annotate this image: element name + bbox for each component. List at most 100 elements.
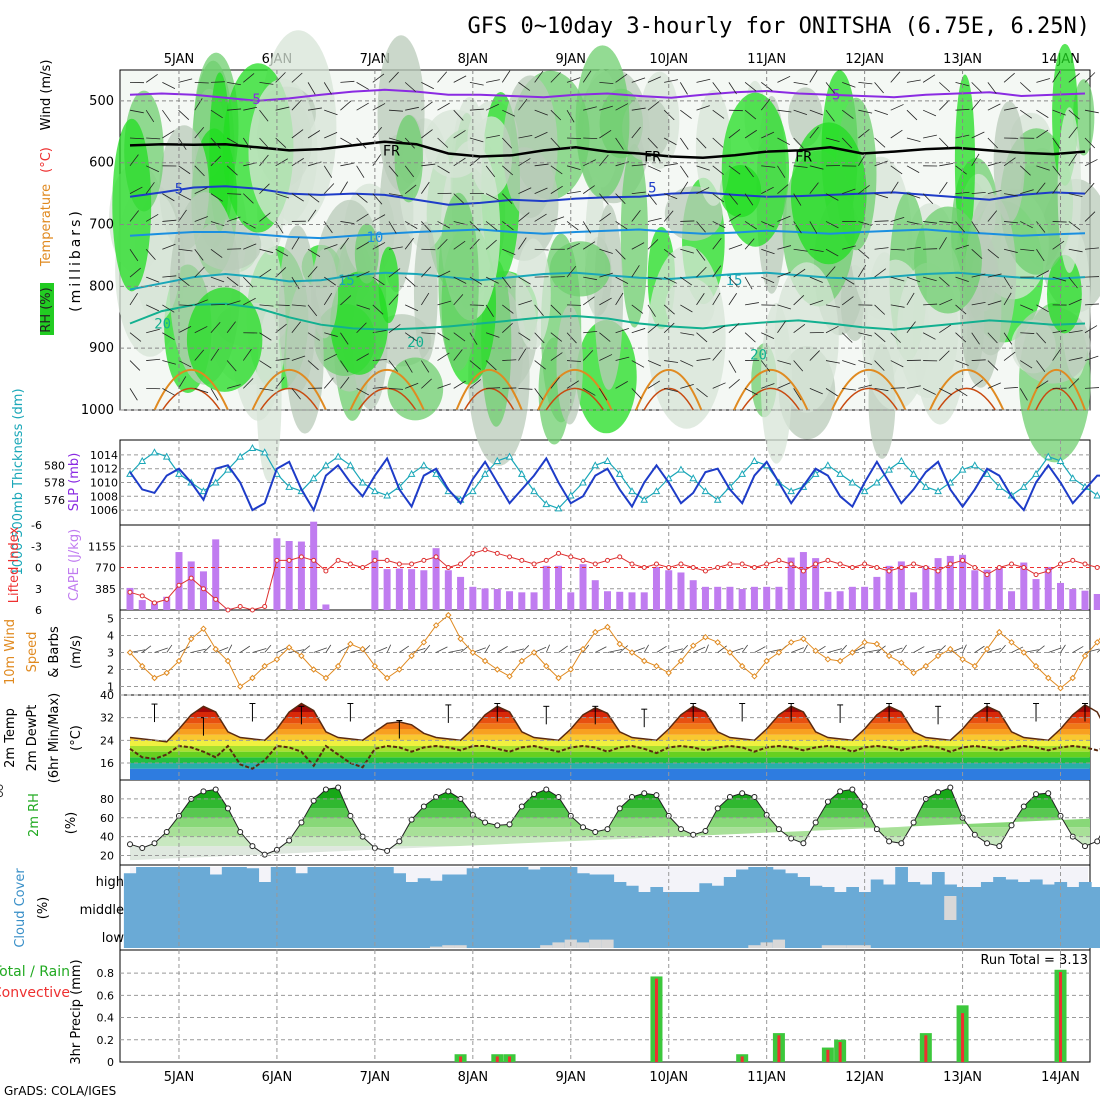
- rh-point: [677, 826, 684, 833]
- wind-barb: [1052, 181, 1061, 194]
- temp-band: [130, 740, 1090, 746]
- surface-wind-barb: [839, 644, 847, 653]
- contour-label: 20: [154, 316, 171, 332]
- wind-barb: [777, 360, 792, 365]
- cloud-axis-label: Cloud Cover: [13, 868, 28, 948]
- temp-tick: 24: [100, 734, 114, 747]
- hot-contour: [545, 387, 605, 411]
- cloud-cell: [907, 920, 921, 948]
- wind-tick: 5: [107, 613, 114, 626]
- wind-barb: [259, 212, 271, 222]
- thickness-point: [224, 465, 232, 473]
- cape-tick: 385: [95, 583, 116, 596]
- wind-speed-point: [555, 674, 562, 682]
- cape-bar: [848, 586, 856, 610]
- cloud-cell: [368, 892, 382, 920]
- wind-barb: [210, 388, 219, 401]
- wind-barb: [550, 72, 561, 83]
- cloud-cell: [662, 892, 676, 920]
- wind-barb: [777, 215, 791, 222]
- wind-barb: [566, 165, 581, 170]
- rh-point: [0, 791, 3, 798]
- wind-barb: [809, 70, 818, 83]
- cloud-cell: [723, 920, 737, 948]
- rh-patch: [394, 114, 423, 203]
- rh-point: [384, 847, 391, 854]
- wind-barb: [922, 193, 934, 205]
- cloud-cell: [1029, 920, 1043, 948]
- cape-bar: [138, 600, 146, 610]
- thickness-point: [150, 448, 159, 456]
- cloud-cell: [527, 920, 541, 948]
- cape-bar: [922, 565, 930, 610]
- cloud-cell: [895, 920, 908, 948]
- wind-barb: [874, 360, 885, 371]
- slp-tick: 1008: [90, 490, 118, 503]
- wind-barb: [227, 384, 241, 389]
- wind-barb: [793, 388, 802, 401]
- li-point: [470, 550, 476, 556]
- cape-bar: [652, 566, 660, 610]
- thickness-point: [358, 478, 367, 486]
- cloud-cell: [858, 920, 872, 948]
- cape-bar: [457, 576, 465, 610]
- wind-barb: [453, 75, 467, 83]
- cape-bar: [775, 586, 783, 610]
- cloud-unit-label: (%): [36, 897, 51, 920]
- wind-barb: [745, 302, 759, 306]
- contour-label: 5: [648, 180, 656, 196]
- wind-barb: [712, 237, 722, 250]
- wind-barb: [226, 165, 238, 176]
- wind-barb: [874, 160, 888, 167]
- surface-wind-barb: [521, 645, 530, 653]
- thickness-point: [885, 465, 893, 473]
- wind-barb: [226, 321, 236, 333]
- thickness-point: [713, 495, 722, 503]
- wind-speed-point: [371, 662, 379, 670]
- wind-barb: [323, 221, 333, 234]
- wind-barb: [1003, 276, 1012, 290]
- wind-barb: [421, 378, 432, 389]
- wind-barb: [210, 193, 223, 202]
- wind-barb: [485, 103, 499, 111]
- wind-barb: [599, 248, 613, 254]
- thickness-point: [603, 456, 612, 464]
- wind-barb: [129, 137, 144, 140]
- cape-bar: [371, 550, 379, 610]
- wind-barb: [955, 276, 969, 283]
- wind-barb: [793, 360, 804, 372]
- wind-speed-point: [616, 640, 623, 648]
- li-point: [151, 600, 157, 606]
- cloud-cell: [564, 892, 578, 920]
- wind-barb: [1020, 332, 1035, 334]
- cloud-cell: [772, 892, 786, 920]
- wind-barb: [501, 276, 512, 289]
- cape-bar: [959, 554, 967, 610]
- warm-contour: [349, 368, 425, 411]
- wind-barb: [647, 137, 658, 149]
- wind-barb: [599, 212, 611, 222]
- wind-barb: [874, 387, 889, 392]
- wind-barb: [1052, 109, 1066, 116]
- wind-barb: [1036, 249, 1045, 262]
- wind-barb: [518, 237, 527, 250]
- wind-barb: [615, 381, 628, 389]
- wind-barb: [825, 109, 835, 122]
- cloud-cell: [1029, 892, 1043, 920]
- li-point: [458, 561, 464, 567]
- rh-tick: 20: [100, 850, 114, 863]
- wind-barb: [323, 292, 333, 306]
- day-label-bottom: 12JAN: [845, 1070, 884, 1085]
- li-point: [568, 554, 574, 560]
- wind-barb: [405, 304, 419, 312]
- li-axis-label: Lifted Index: [7, 526, 22, 603]
- cloud-cell: [760, 892, 774, 920]
- temp-band: [130, 723, 1090, 729]
- wind-barb: [437, 137, 449, 148]
- wind-barb: [146, 328, 160, 334]
- wind-barb: [712, 137, 724, 148]
- precip-tick: 0.2: [97, 1034, 115, 1047]
- wind-barb: [567, 137, 582, 139]
- wind-barb: [405, 106, 419, 111]
- cloud-cell: [1029, 879, 1043, 892]
